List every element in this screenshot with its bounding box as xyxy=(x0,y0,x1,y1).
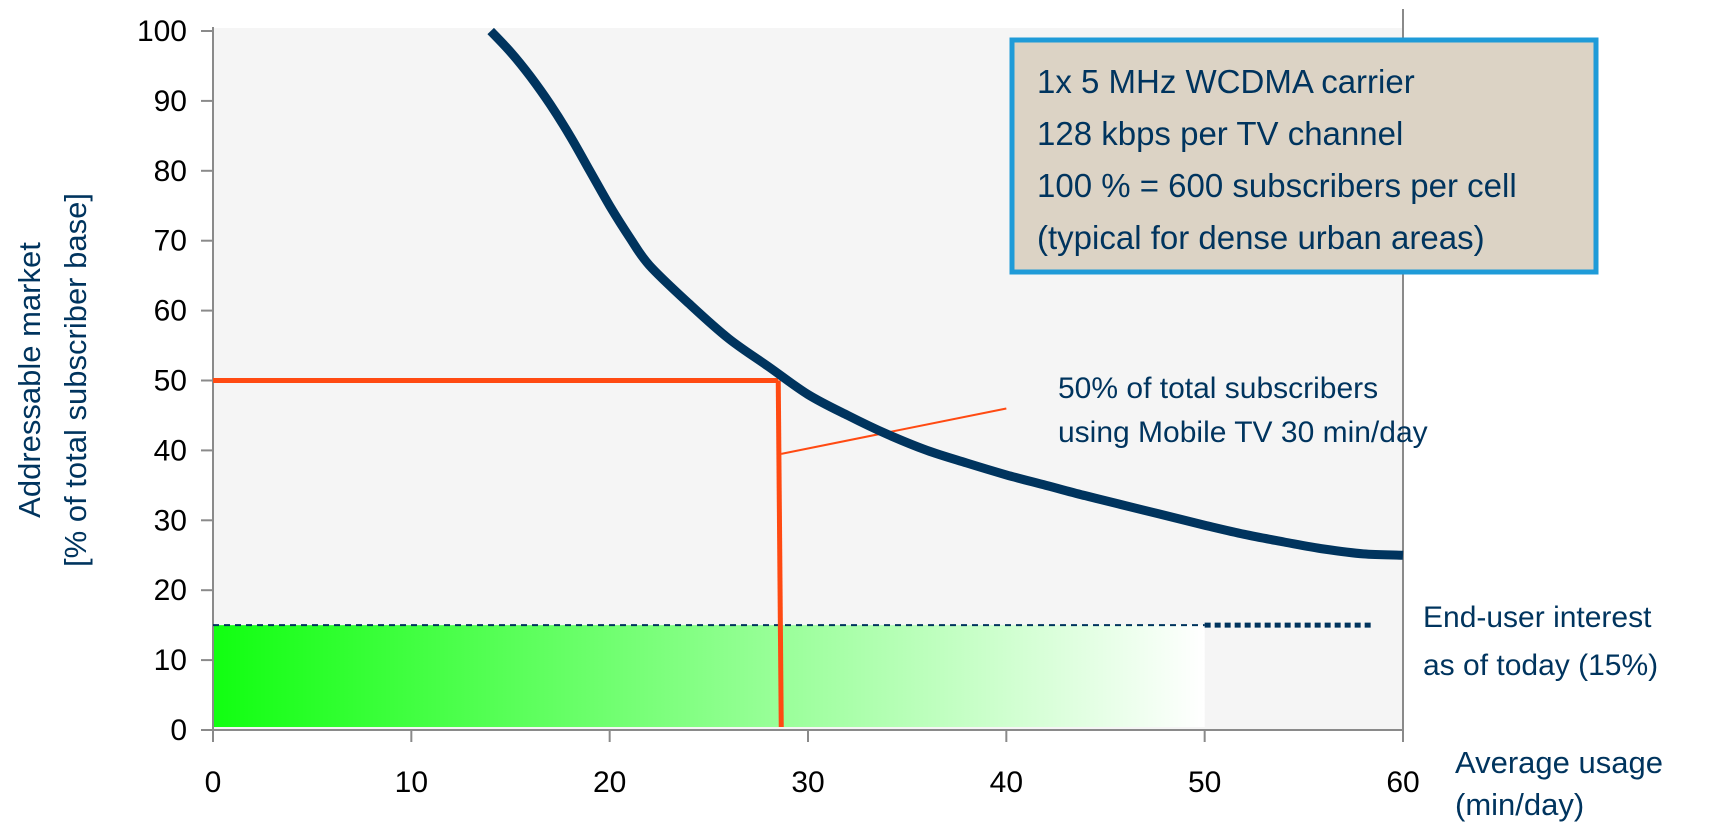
y-tick-label: 80 xyxy=(154,155,187,188)
x-tick-label: 20 xyxy=(593,766,626,799)
info-box: 1x 5 MHz WCDMA carrier 128 kbps per TV c… xyxy=(1009,37,1599,275)
interest-gradient-area xyxy=(213,625,1205,727)
info-box-line-3: 100 % = 600 subscribers per cell xyxy=(1037,167,1517,204)
x-tick-label: 0 xyxy=(205,766,222,799)
info-box-line-4: (typical for dense urban areas) xyxy=(1037,219,1485,256)
crossing-annotation-line-2: using Mobile TV 30 min/day xyxy=(1058,416,1428,449)
info-box-frame xyxy=(1009,37,1599,275)
x-tick-label: 30 xyxy=(791,766,824,799)
y-tick-label: 40 xyxy=(154,434,187,467)
interest-annotation-line-2: as of today (15%) xyxy=(1423,649,1658,682)
y-axis-title-line-2: [% of total subscriber base] xyxy=(58,193,93,567)
y-tick-label: 50 xyxy=(154,365,187,398)
x-tick-label: 10 xyxy=(395,766,428,799)
y-axis-ticks: 0 10 20 30 40 50 60 70 80 90 100 xyxy=(137,15,213,747)
interest-annotation-line-1: End-user interest xyxy=(1423,601,1652,634)
y-tick-label: 100 xyxy=(137,15,187,48)
y-tick-label: 90 xyxy=(154,85,187,118)
crossing-annotation-line-1: 50% of total subscribers xyxy=(1058,372,1378,405)
y-tick-label: 20 xyxy=(154,574,187,607)
interest-annotation: End-user interest as of today (15%) xyxy=(1423,601,1658,682)
crossing-annotation: 50% of total subscribers using Mobile TV… xyxy=(1058,372,1428,449)
callout-leader-line xyxy=(781,407,1007,455)
x-axis-title-line-2: (min/day) xyxy=(1455,787,1584,822)
x-tick-label: 60 xyxy=(1386,766,1419,799)
marker-line-vertical xyxy=(775,380,784,728)
capacity-curve-series xyxy=(487,27,1404,560)
y-axis-title: Addressable market [% of total subscribe… xyxy=(12,193,93,567)
y-tick-label: 60 xyxy=(154,295,187,328)
x-tick-label: 50 xyxy=(1188,766,1221,799)
y-tick-label: 30 xyxy=(154,504,187,537)
info-box-line-2: 128 kbps per TV channel xyxy=(1037,115,1403,152)
y-axis-title-line-1: Addressable market xyxy=(12,242,47,518)
info-box-line-1: 1x 5 MHz WCDMA carrier xyxy=(1037,63,1415,100)
x-axis-title-line-1: Average usage xyxy=(1455,745,1663,780)
y-tick-label: 0 xyxy=(170,714,187,747)
y-tick-label: 70 xyxy=(154,225,187,258)
y-tick-label: 10 xyxy=(154,644,187,677)
x-axis-title: Average usage (min/day) xyxy=(1455,745,1663,822)
x-tick-label: 40 xyxy=(990,766,1023,799)
x-axis-ticks: 0 10 20 30 40 50 60 xyxy=(205,730,1420,799)
